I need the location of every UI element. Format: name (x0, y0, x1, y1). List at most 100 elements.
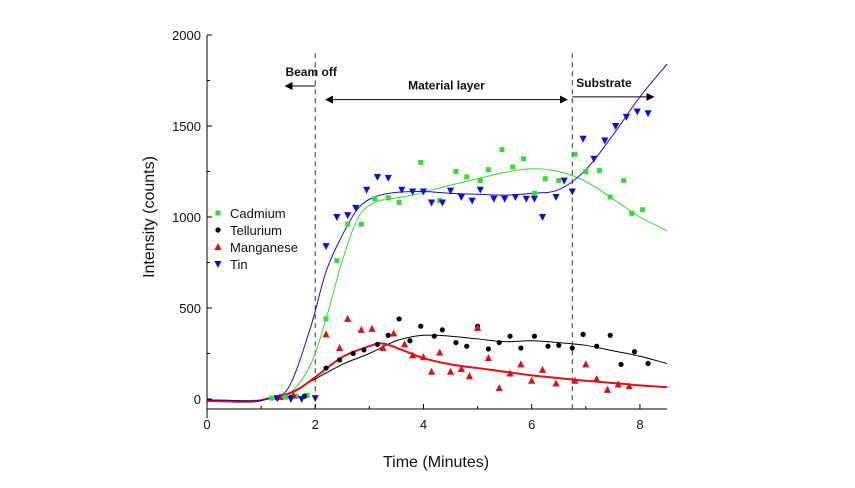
data-point-manganese (357, 325, 365, 333)
data-point-cadmium (583, 169, 589, 174)
data-point-cadmium (621, 178, 627, 184)
data-point-tin (438, 199, 447, 207)
data-point-cadmium (640, 207, 646, 213)
data-point-tin (446, 187, 455, 195)
data-point-cadmium (464, 174, 470, 180)
data-point-tellurium (407, 338, 413, 344)
data-point-manganese (495, 384, 503, 392)
data-point-tin (601, 137, 609, 145)
data-point-tellurium (631, 349, 638, 355)
data-point-cadmium (499, 147, 505, 153)
data-point-manganese (446, 367, 455, 375)
fit-curve-cadmium (206, 168, 668, 401)
data-point-manganese (335, 344, 344, 352)
data-point-tellurium (385, 332, 391, 338)
data-point-cadmium (372, 196, 378, 202)
legend-label-tin: Tin (230, 257, 248, 272)
data-point-manganese (593, 374, 601, 382)
data-point-tin (468, 197, 476, 205)
legend: Cadmium Tellurium Manganese Tin (214, 206, 298, 272)
legend-label-cadmium: Cadmium (230, 206, 286, 221)
data-point-tellurium (418, 323, 424, 329)
legend-marker-manganese (214, 243, 222, 250)
data-point-tellurium (556, 342, 562, 348)
data-point-cadmium (572, 151, 578, 157)
data-point-tellurium (518, 345, 524, 351)
data-point-tin (352, 204, 360, 212)
data-point-cadmium (485, 167, 491, 173)
data-point-tin (522, 195, 530, 203)
data-point-cadmium (269, 395, 275, 401)
plot-frame (206, 35, 667, 419)
data-point-tin (611, 123, 620, 130)
data-point-tin (560, 177, 568, 185)
data-point-cadmium (453, 169, 459, 174)
data-point-cadmium (282, 394, 288, 400)
y-axis-title: Intensity (counts) (141, 156, 158, 278)
x-tick-label: 8 (636, 417, 643, 432)
annotation-beam-off: Beam off (285, 65, 337, 79)
data-point-tin (511, 193, 520, 201)
data-point-manganese (603, 385, 612, 393)
data-point-manganese (528, 376, 536, 384)
legend-label-manganese: Manganese (230, 240, 298, 255)
x-tick-label: 4 (420, 417, 427, 432)
data-point-tellurium (580, 331, 586, 337)
data-point-manganese (379, 344, 387, 352)
data-point-tin (568, 188, 576, 196)
x-tick-label: 0 (203, 417, 210, 432)
data-points (269, 108, 652, 403)
annotations: Beam off Material layer Substrate (284, 65, 655, 104)
y-tick-label: 0 (194, 392, 201, 407)
y-tick-label: 1500 (172, 119, 201, 134)
data-point-tin (590, 155, 598, 163)
data-point-manganese (390, 329, 398, 337)
data-point-tin (419, 188, 428, 196)
data-point-tellurium (569, 345, 575, 351)
y-tick-label: 1000 (172, 210, 201, 225)
data-point-tellurium (496, 339, 502, 346)
x-tick-label: 2 (312, 417, 319, 432)
data-point-manganese (484, 354, 493, 362)
data-point-tellurium (485, 346, 492, 352)
data-point-tellurium (531, 333, 538, 339)
data-point-manganese (409, 351, 417, 359)
data-point-cadmium (531, 190, 537, 196)
data-point-tellurium (350, 350, 356, 357)
data-point-cadmium (323, 316, 329, 322)
data-point-cadmium (293, 393, 299, 399)
data-point-manganese (552, 379, 560, 387)
data-point-manganese (465, 372, 474, 380)
data-point-tellurium (507, 333, 513, 339)
data-point-cadmium (345, 221, 351, 227)
data-point-tellurium (396, 316, 402, 322)
data-point-tin (273, 395, 281, 403)
data-point-tin (490, 195, 498, 203)
data-point-manganese (473, 324, 482, 332)
data-point-tin (644, 110, 652, 118)
data-point-tin (373, 173, 382, 181)
data-point-tin (333, 214, 341, 221)
data-point-cadmium (596, 168, 602, 174)
data-point-tellurium (323, 365, 329, 371)
legend-label-tellurium: Tellurium (230, 223, 282, 238)
data-point-tellurium (545, 343, 551, 349)
legend-marker-tin (214, 261, 222, 268)
data-point-tin (476, 186, 484, 194)
data-point-tellurium (361, 347, 367, 353)
data-point-manganese (344, 314, 352, 322)
data-point-tin (427, 199, 436, 207)
data-point-manganese (582, 360, 590, 368)
data-point-manganese (614, 380, 622, 388)
data-point-tin (579, 135, 587, 143)
data-point-tellurium (431, 333, 437, 339)
data-point-tin (363, 186, 371, 194)
data-point-tin (409, 188, 417, 196)
data-point-manganese (427, 367, 436, 375)
data-point-manganese (625, 382, 633, 390)
data-point-tin (384, 174, 392, 182)
data-point-tin (344, 212, 352, 220)
data-point-cadmium (304, 392, 310, 398)
